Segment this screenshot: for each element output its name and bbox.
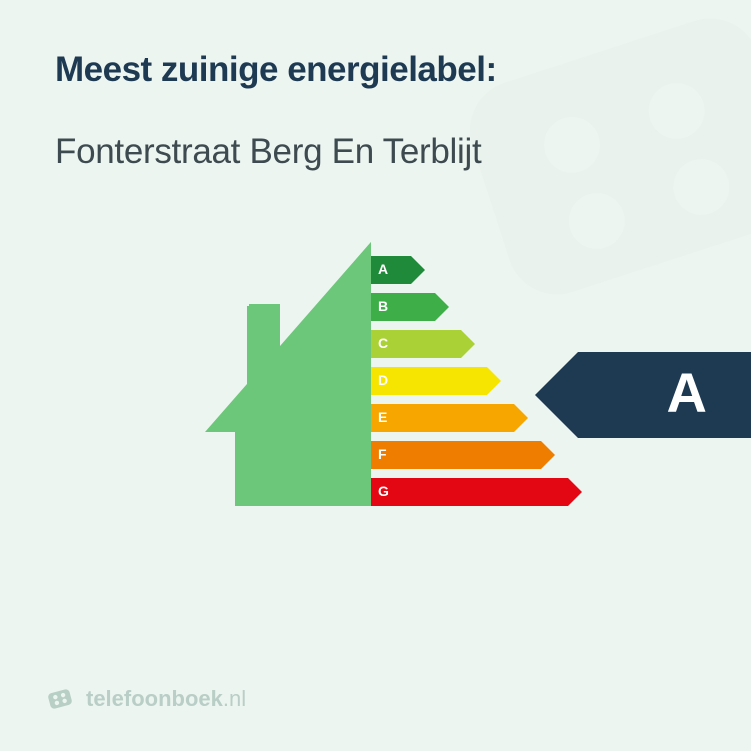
address-subtitle: Fonterstraat Berg En Terblijt [55,132,696,172]
energy-bar-shape [371,441,555,469]
rating-letter: A [667,360,707,425]
energy-bar-shape [371,367,501,395]
rating-badge-shape [535,352,751,438]
energy-bar-label: A [378,261,388,277]
energy-bar-label: C [378,335,388,351]
footer: telefoonboek.nl [44,683,246,715]
energy-bar-shape [371,478,582,506]
content-area: Meest zuinige energielabel: Fonterstraat… [0,0,751,542]
footer-brand: telefoonboek.nl [86,686,246,712]
footer-brand-bold: telefoonboek [86,686,223,711]
phonebook-icon [44,683,76,715]
energy-bar-label: E [378,409,387,425]
footer-brand-suffix: .nl [223,686,246,711]
page-title: Meest zuinige energielabel: [55,50,696,90]
energy-bar-label: D [378,372,388,388]
energy-bar-label: F [378,446,387,462]
energy-bar-label: B [378,298,388,314]
energy-bar-shape [371,404,528,432]
energy-bar-label: G [378,483,389,499]
house-shape [205,242,371,506]
